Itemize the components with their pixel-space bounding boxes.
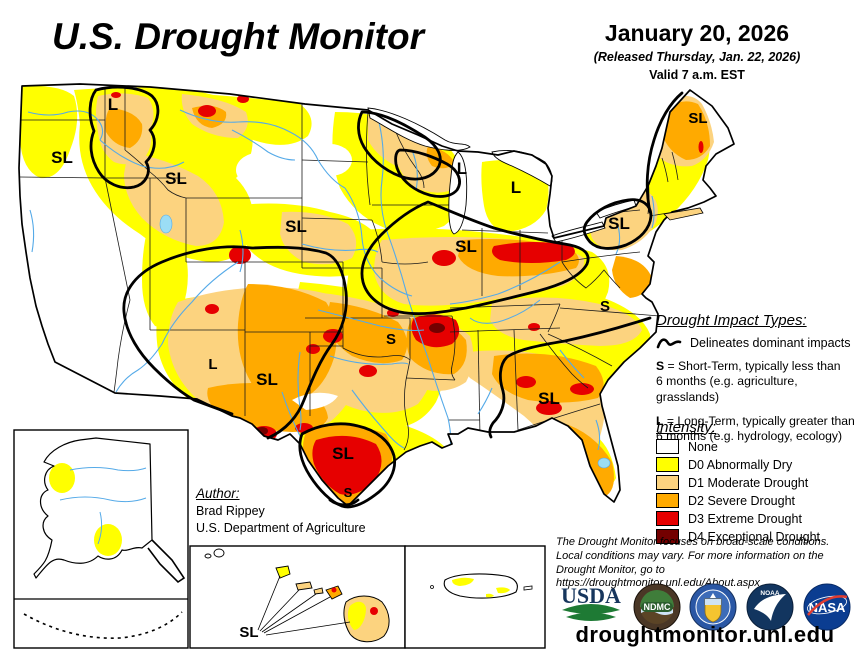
impact-label-sl: SL	[455, 237, 477, 256]
impact-label-sl: SL	[51, 148, 73, 167]
intensity-item: D2 Severe Drought	[656, 493, 858, 508]
conus-coastline	[18, 83, 735, 507]
delineates-label: Delineates dominant impacts	[690, 336, 851, 350]
author-name: Brad Rippey	[196, 504, 265, 518]
impact-label-sl: SL	[688, 110, 707, 127]
intensity-legend: Intensity: None D0 Abnormally Dry D1 Moder…	[656, 419, 858, 544]
impact-label-sl: SL	[285, 217, 307, 236]
impact-label-l: L	[208, 356, 217, 373]
intensity-heading: Intensity:	[656, 419, 717, 436]
impact-label-l: L	[457, 159, 467, 178]
svg-text:NOAA: NOAA	[760, 590, 779, 597]
impact-label-sl: SL	[256, 370, 278, 389]
nasa-logo: NASA	[802, 583, 852, 636]
intensity-item: D3 Extreme Drought	[656, 511, 858, 526]
impact-label-s: S	[344, 485, 353, 500]
agency-logos: USDA NDMC NOAA	[558, 583, 852, 636]
svg-text:USDA: USDA	[561, 583, 621, 608]
disclaimer-line: The Drought Monitor focuses on broad-sca…	[556, 536, 830, 548]
delineation-curve-icon	[656, 338, 682, 349]
header-date-block: January 20, 2026 (Released Thursday, Jan…	[558, 20, 836, 82]
impact-label-sl: SL	[332, 444, 354, 463]
map-date: January 20, 2026	[604, 20, 790, 46]
impact-label-l: L	[511, 178, 521, 197]
intensity-swatch	[656, 457, 679, 472]
ndmc-logo: NDMC	[633, 583, 681, 636]
impact-outlines	[88, 85, 684, 509]
impact-label-sl: SL	[608, 214, 630, 233]
intensity-label: None	[688, 439, 718, 454]
intensity-swatch	[656, 493, 679, 508]
release-date: (Released Thursday, Jan. 22, 2026)	[593, 50, 801, 64]
state-borders	[19, 87, 699, 451]
impact-label-sl: SL	[538, 389, 560, 408]
intensity-rows: None D0 Abnormally Dry D1 Moderate Drought…	[656, 439, 858, 544]
intensity-label: D2 Severe Drought	[688, 493, 796, 508]
short-term-definition: S = Short-Term, typically less than 6 mo…	[656, 359, 841, 404]
great-salt-lake	[159, 214, 173, 234]
puerto-rico-inset	[404, 545, 546, 649]
lake-okeechobee	[597, 457, 611, 469]
long-island	[663, 207, 704, 221]
intensity-label: D1 Moderate Drought	[688, 475, 809, 490]
intensity-item: None	[656, 439, 858, 454]
author-heading: Author:	[196, 486, 240, 501]
intensity-swatch	[656, 511, 679, 526]
disclaimer-line: Local conditions may vary. For more info…	[556, 549, 824, 562]
page-title: U.S. Drought Monitor	[52, 16, 424, 57]
impact-types-heading: Drought Impact Types:	[656, 312, 807, 329]
intensity-item: D1 Moderate Drought	[656, 475, 858, 490]
intensity-label: D3 Extreme Drought	[688, 511, 802, 526]
long-term-definition: L = Long-Term, typically greater than 6 …	[656, 413, 855, 443]
commerce-seal-logo	[689, 583, 737, 636]
author-org: U.S. Department of Agriculture	[196, 521, 366, 535]
intensity-label: D4 Exceptional Drought	[688, 529, 821, 544]
hawaii-inset	[189, 545, 406, 649]
svg-text:NDMC: NDMC	[643, 602, 670, 612]
drought-monitor-url[interactable]: droughtmonitor.unl.edu	[575, 622, 835, 647]
author-block: Author: Brad Rippey U.S. Department of A…	[196, 486, 366, 535]
impact-label-sl: SL	[239, 624, 258, 641]
intensity-item: D0 Abnormally Dry	[656, 457, 858, 472]
impact-label-sl: SL	[165, 169, 187, 188]
noaa-logo: NOAA	[746, 583, 794, 636]
disclaimer-text: The Drought Monitor focuses on broad-sca…	[556, 536, 858, 591]
intensity-item: D4 Exceptional Drought	[656, 529, 858, 544]
intensity-label: D0 Abnormally Dry	[688, 457, 793, 472]
intensity-swatch	[656, 439, 679, 454]
impact-label-s: S	[600, 298, 610, 315]
usda-logo: USDA	[558, 583, 624, 636]
alaska-inset	[13, 429, 189, 649]
impact-labels: SL L SL SL L L SL SL SL S SL L SL S SL S SL	[51, 95, 707, 641]
impact-label-s: S	[386, 331, 396, 348]
impact-types-legend: Drought Impact Types: Delineates dominan…	[656, 312, 858, 444]
intensity-swatch	[656, 475, 679, 490]
intensity-swatch	[656, 529, 679, 544]
valid-time: Valid 7 a.m. EST	[649, 68, 745, 82]
impact-label-l: L	[108, 95, 118, 114]
